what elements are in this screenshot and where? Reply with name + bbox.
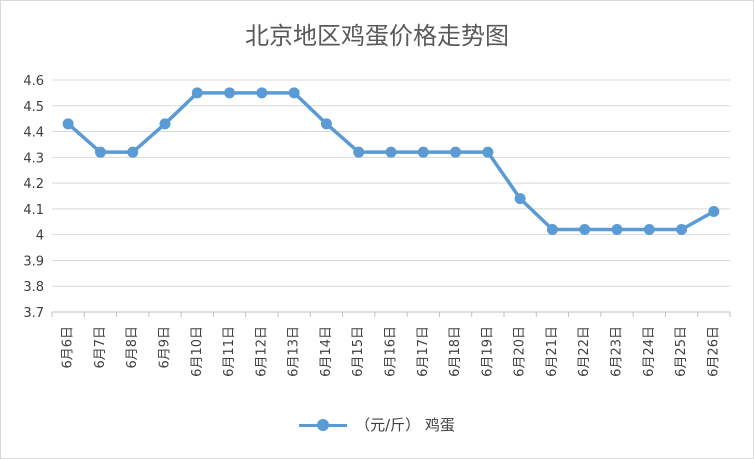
data-point	[191, 87, 203, 99]
y-tick-label: 4.1	[23, 203, 44, 218]
data-point	[288, 87, 300, 99]
y-tick-label: 4.3	[23, 151, 44, 166]
x-tick-label: 6月14日	[319, 326, 334, 377]
x-tick-label: 6月17日	[416, 326, 431, 377]
x-tick-label: 6月24日	[642, 326, 657, 377]
y-tick-label: 4.2	[23, 177, 44, 192]
y-tick-label: 3.9	[23, 254, 44, 269]
y-tick-label: 4.5	[23, 100, 44, 115]
x-tick-label: 6月12日	[254, 326, 269, 377]
x-tick-label: 6月20日	[513, 326, 528, 377]
data-point	[353, 146, 365, 158]
data-point	[62, 118, 74, 130]
data-point	[224, 87, 236, 99]
x-tick-label: 6月15日	[351, 326, 366, 377]
data-point	[579, 224, 591, 236]
data-point	[127, 146, 139, 158]
data-point	[385, 146, 397, 158]
y-tick-label: 3.8	[23, 280, 44, 295]
x-tick-label: 6月10日	[190, 326, 205, 377]
x-tick-label: 6月23日	[610, 326, 625, 377]
x-tick-label: 6月6日	[61, 326, 76, 369]
data-point	[417, 146, 429, 158]
x-tick-label: 6月19日	[480, 326, 495, 377]
x-tick-label: 6月25日	[674, 326, 689, 377]
x-tick-label: 6月9日	[158, 326, 173, 369]
data-point	[546, 224, 558, 236]
y-tick-label: 4	[36, 229, 44, 244]
data-point	[94, 146, 106, 158]
legend-marker	[299, 418, 348, 431]
gridlines	[51, 79, 731, 317]
y-tick-label: 4.6	[23, 74, 44, 89]
x-tick-labels: 6月6日 6月7日 6月8日 6月9日 6月10日 6月11日 6月12日 6月13日 6月14…	[61, 326, 722, 377]
data-point	[159, 118, 171, 130]
data-point	[256, 87, 268, 99]
x-tick-label: 6月21日	[545, 326, 560, 377]
data-point	[450, 146, 462, 158]
x-tick-label: 6月7日	[93, 326, 108, 369]
data-point	[514, 193, 526, 205]
x-tick-label: 6月8日	[125, 326, 140, 369]
x-tick-label: 6月22日	[577, 326, 592, 377]
chart-title: 北京地区鸡蛋价格走势图	[245, 22, 509, 50]
y-tick-label: 3.7	[23, 306, 44, 321]
data-point	[643, 224, 655, 236]
data-point	[320, 118, 332, 130]
y-tick-label: 4.4	[23, 126, 44, 141]
data-point	[482, 146, 494, 158]
data-point	[611, 224, 623, 236]
data-point	[676, 224, 688, 236]
series-group	[62, 87, 720, 236]
x-tick-label: 6月11日	[222, 326, 237, 377]
x-tick-label: 6月13日	[287, 326, 302, 377]
x-tick-label: 6月18日	[448, 326, 463, 377]
x-tick-label: 6月26日	[706, 326, 721, 377]
data-point	[708, 205, 720, 217]
legend-label: （元/斤） 鸡蛋	[355, 416, 455, 434]
y-tick-labels: 4.6 4.5 4.4 4.3 4.2 4.1 4 3.9 3.8 3.7	[23, 74, 44, 321]
legend: （元/斤） 鸡蛋	[0, 414, 754, 435]
x-tick-label: 6月16日	[384, 326, 399, 377]
